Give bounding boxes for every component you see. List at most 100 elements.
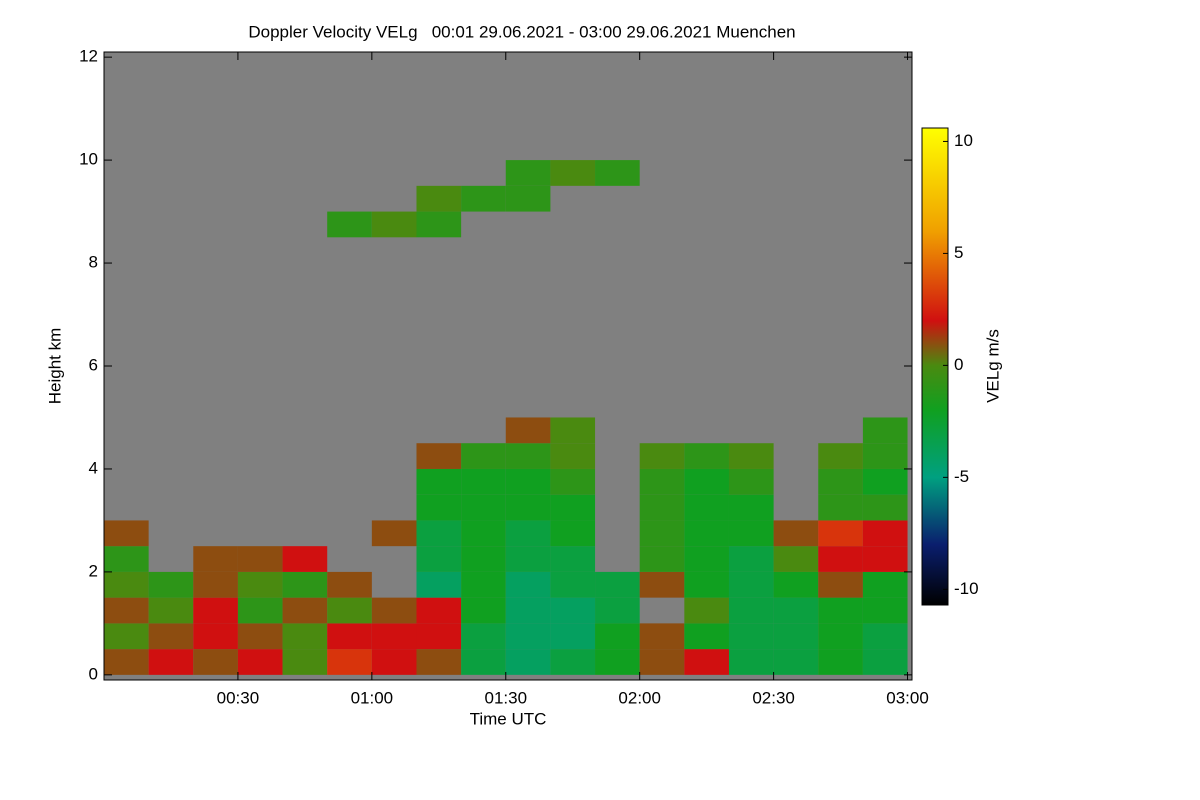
heatmap-cell (862, 417, 908, 444)
heatmap-cell (505, 623, 551, 650)
heatmap-cell (461, 468, 506, 495)
heatmap-cell (505, 468, 551, 495)
heatmap-cell (818, 597, 863, 624)
heatmap-cell (728, 649, 774, 675)
heatmap-cell (193, 623, 238, 650)
heatmap-cell (416, 211, 462, 238)
heatmap-cell (550, 160, 596, 186)
heatmap-cell (862, 597, 908, 624)
y-tick-label: 6 (89, 355, 98, 374)
heatmap-cell (639, 468, 685, 495)
heatmap-cell (327, 571, 372, 598)
y-tick-label: 8 (89, 253, 98, 272)
heatmap-cell (684, 443, 729, 469)
y-tick-label: 10 (79, 150, 98, 169)
heatmap-cell (104, 546, 149, 572)
colorbar-label: VELg m/s (983, 329, 1002, 403)
heatmap-cell (639, 623, 685, 650)
heatmap-cell (237, 546, 283, 572)
heatmap-cell (728, 443, 774, 469)
heatmap-cell (550, 597, 596, 624)
heatmap-cell (818, 546, 863, 572)
heatmap-cell (862, 649, 908, 675)
colorbar-tick-label: 5 (954, 243, 963, 262)
y-tick-label: 2 (89, 561, 98, 580)
heatmap-cell (728, 597, 774, 624)
heatmap-cell (461, 623, 506, 650)
heatmap-cell (550, 494, 596, 521)
heatmap-cell (148, 649, 194, 675)
heatmap-cell (416, 185, 462, 212)
heatmap-cell (550, 623, 596, 650)
heatmap-cell (416, 546, 462, 572)
heatmap-cell (684, 597, 729, 624)
heatmap-cell (773, 649, 819, 675)
heatmap-cell (327, 211, 372, 238)
heatmap-cell (461, 546, 506, 572)
heatmap-cell (862, 468, 908, 495)
heatmap-cell (327, 649, 372, 675)
x-tick-label: 00:30 (217, 688, 260, 707)
heatmap-cell (416, 468, 462, 495)
y-tick-label: 12 (79, 47, 98, 66)
heatmap-cell (461, 571, 506, 598)
heatmap-cell (684, 649, 729, 675)
heatmap-cell (371, 623, 417, 650)
heatmap-cell (818, 623, 863, 650)
colorbar-tick-label: 10 (954, 131, 973, 150)
x-tick-label: 02:30 (752, 688, 795, 707)
heatmap-cell (862, 443, 908, 469)
heatmap-cell (773, 520, 819, 547)
heatmap-cell (237, 623, 283, 650)
heatmap-cell (595, 571, 640, 598)
heatmap-cell (104, 649, 149, 675)
x-tick-label: 01:30 (484, 688, 527, 707)
heatmap-cell (684, 520, 729, 547)
heatmap-cell (282, 571, 328, 598)
heatmap-cell (773, 623, 819, 650)
colorbar-tick-label: -5 (954, 467, 969, 486)
colorbar (921, 127, 949, 606)
x-tick-label: 02:00 (618, 688, 661, 707)
heatmap-cell (461, 649, 506, 675)
heatmap-cell (104, 520, 149, 547)
y-tick-label: 0 (89, 664, 98, 683)
heatmap-cell (862, 494, 908, 521)
heatmap-cell (416, 649, 462, 675)
heatmap-cell (773, 597, 819, 624)
heatmap-cell (193, 546, 238, 572)
heatmap-cell (862, 623, 908, 650)
heatmap-cell (282, 597, 328, 624)
heatmap-cell (773, 546, 819, 572)
heatmap-cell (416, 597, 462, 624)
heatmap-cell (818, 468, 863, 495)
heatmap-cell (104, 571, 149, 598)
heatmap-cell (104, 623, 149, 650)
heatmap-cell (639, 571, 685, 598)
heatmap-cell (862, 571, 908, 598)
heatmap-cell (461, 443, 506, 469)
heatmap-cell (327, 623, 372, 650)
heatmap-cell (728, 623, 774, 650)
heatmap-cell (728, 520, 774, 547)
heatmap-cell (505, 185, 551, 212)
heatmap-cell (461, 520, 506, 547)
heatmap-cell (237, 649, 283, 675)
heatmap-cell (416, 520, 462, 547)
heatmap-cell (282, 649, 328, 675)
heatmap-cell (550, 546, 596, 572)
heatmap-cell (505, 160, 551, 186)
heatmap-cell (595, 160, 640, 186)
heatmap-cell (684, 494, 729, 521)
heatmap-cell (282, 546, 328, 572)
heatmap-cell (237, 571, 283, 598)
heatmap-cell (728, 494, 774, 521)
heatmap-cell (282, 623, 328, 650)
heatmap-cell (550, 520, 596, 547)
heatmap-cell (639, 520, 685, 547)
heatmap-cell (461, 494, 506, 521)
heatmap-cell (550, 443, 596, 469)
heatmap-cell (773, 571, 819, 598)
heatmap-cell (862, 546, 908, 572)
heatmap-cell (193, 597, 238, 624)
